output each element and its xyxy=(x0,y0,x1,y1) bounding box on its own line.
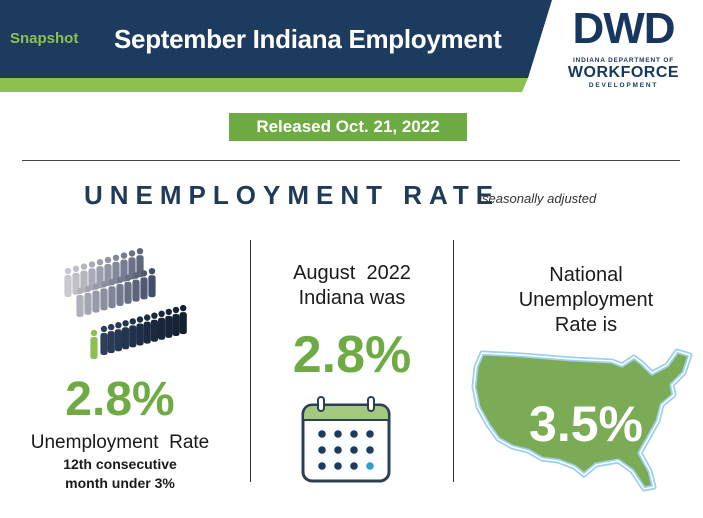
person-figure xyxy=(165,308,173,338)
person-figure xyxy=(108,279,116,309)
crowd-people-icon xyxy=(64,248,187,359)
person-figure xyxy=(64,267,72,297)
calendar-day-dot xyxy=(334,430,342,438)
person-figure xyxy=(116,276,124,306)
logo-line-1: INDIANA DEPARTMENT OF xyxy=(573,57,674,64)
indiana-sub-2: month under 3% xyxy=(65,475,175,491)
person-figure xyxy=(100,325,108,355)
august-line-2: Indiana was xyxy=(298,287,406,309)
logo-line-2: WORKFORCE xyxy=(567,64,680,81)
calendar-day-dot xyxy=(366,462,374,470)
person-figure xyxy=(150,312,158,342)
person-figure xyxy=(172,306,180,336)
page-title: September Indiana Employment xyxy=(114,24,502,54)
august-rate: 2.8% xyxy=(292,326,412,384)
logo-line-3: DEVELOPMENT xyxy=(588,82,659,89)
person-figure xyxy=(90,329,98,359)
national-line-3: Rate is xyxy=(554,314,618,336)
person-figure xyxy=(76,287,84,317)
calendar-day-dot xyxy=(334,446,342,454)
indiana-sub-1: 12th consecutive xyxy=(63,456,177,472)
calendar-day-dot xyxy=(350,462,358,470)
indiana-rate-label: Unemployment Rate xyxy=(30,432,210,453)
person-figure xyxy=(100,281,108,311)
section-heading: UNEMPLOYMENT RATE xyxy=(84,180,501,210)
person-figure xyxy=(114,322,122,352)
usa-map-icon xyxy=(471,348,693,492)
person-figure xyxy=(92,283,100,313)
person-figure xyxy=(122,320,130,350)
snapshot-label: Snapshot xyxy=(10,30,79,47)
calendar-day-dot xyxy=(366,430,374,438)
person-figure xyxy=(148,268,156,298)
calendar-day-dot xyxy=(350,446,358,454)
calendar-day-dot xyxy=(318,462,326,470)
calendar-day-dot xyxy=(318,446,326,454)
calendar-day-dot xyxy=(366,446,374,454)
calendar-day-dot xyxy=(318,430,326,438)
column-divider-2 xyxy=(453,240,454,482)
person-figure xyxy=(84,285,92,315)
calendar-day-dot xyxy=(350,430,358,438)
national-line-2: Unemployment xyxy=(518,289,654,311)
person-figure xyxy=(143,314,151,344)
person-figure xyxy=(124,274,132,304)
person-figure xyxy=(140,270,148,300)
national-rate: 3.5% xyxy=(529,396,643,452)
person-figure xyxy=(158,310,166,340)
august-line-1: August 2022 xyxy=(293,262,411,284)
calendar-day-dot xyxy=(334,462,342,470)
dwd-logo: DWD xyxy=(572,4,675,53)
calendar-icon xyxy=(301,396,391,483)
person-figure xyxy=(179,304,187,335)
column-divider-1 xyxy=(250,240,251,482)
seasonally-adjusted-note: *seasonally adjusted xyxy=(477,191,597,206)
person-figure xyxy=(132,272,140,302)
indiana-rate: 2.8% xyxy=(65,373,175,426)
divider xyxy=(22,160,680,161)
person-figure xyxy=(129,318,137,348)
header-banner xyxy=(0,0,552,92)
release-date-badge: Released Oct. 21, 2022 xyxy=(229,113,467,141)
logo-green-chevron-icon xyxy=(600,12,648,56)
national-line-1: National xyxy=(549,264,623,286)
person-figure xyxy=(136,316,144,346)
person-figure xyxy=(107,323,115,354)
